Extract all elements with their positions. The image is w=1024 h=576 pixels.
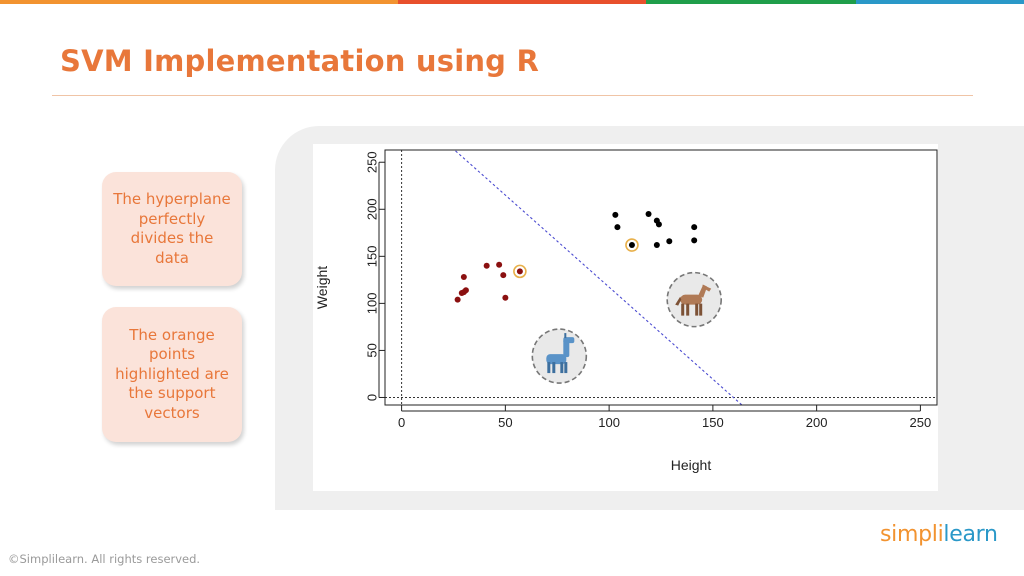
llama-icon bbox=[531, 328, 588, 384]
simplilearn-logo: simplilearn bbox=[880, 522, 998, 547]
top-bar-segment-red bbox=[398, 0, 646, 4]
y-tick-label: 50 bbox=[364, 343, 379, 357]
data-point-black bbox=[691, 224, 698, 231]
horse-tail bbox=[675, 296, 682, 306]
x-tick-label: 200 bbox=[806, 415, 828, 430]
llama-leg bbox=[552, 362, 556, 374]
llama-head bbox=[563, 337, 575, 344]
support-vector-ring bbox=[513, 264, 527, 279]
x-axis-title: Height bbox=[671, 457, 712, 473]
data-point-red bbox=[496, 261, 503, 268]
plot-frame bbox=[384, 149, 938, 406]
svm-scatter-chart: 0 50 100 150 200 250 0 50 100 150 200 250 Height Weig… bbox=[314, 149, 938, 473]
top-bar-segment-green bbox=[646, 0, 856, 4]
horse-leg bbox=[686, 303, 690, 316]
x-tick-label: 100 bbox=[598, 415, 620, 430]
data-point-black bbox=[691, 237, 698, 244]
llama-leg bbox=[564, 362, 568, 374]
y-tick-label: 250 bbox=[364, 151, 379, 173]
slide-title: SVM Implementation using R bbox=[60, 44, 539, 78]
copyright-footer: ©Simplilearn. All rights reserved. bbox=[8, 552, 201, 566]
y-tick-label: 200 bbox=[364, 198, 379, 220]
callout-hyperplane: The hyperplane perfectly divides the dat… bbox=[102, 172, 242, 286]
data-point-red bbox=[454, 296, 461, 303]
chart-card: 0 50 100 150 200 250 0 50 100 150 200 250 Height Weig… bbox=[313, 144, 938, 491]
y-tick-label: 0 bbox=[364, 394, 379, 401]
x-tick-label: 50 bbox=[498, 415, 512, 430]
callout-hyperplane-text: The hyperplane perfectly divides the dat… bbox=[113, 190, 231, 267]
title-divider bbox=[52, 95, 973, 96]
callout-support-vectors: The orange points highlighted are the su… bbox=[102, 307, 242, 442]
top-color-bar bbox=[0, 0, 1024, 4]
data-point-black bbox=[612, 211, 619, 218]
data-point-black bbox=[655, 221, 662, 228]
support-vector-ring bbox=[625, 238, 639, 252]
y-tick-label: 100 bbox=[364, 293, 379, 315]
y-tick-label: 150 bbox=[364, 245, 379, 267]
logo-text-simpli: simpli bbox=[880, 522, 944, 547]
data-point-black bbox=[645, 210, 652, 217]
llama-neck bbox=[563, 339, 570, 358]
horse-head bbox=[702, 284, 712, 292]
top-bar-segment-orange bbox=[0, 0, 398, 4]
data-point-red bbox=[483, 262, 490, 269]
data-point-red bbox=[502, 294, 509, 301]
data-point-red bbox=[516, 268, 523, 275]
horse-icon bbox=[666, 271, 723, 328]
x-tick-label: 250 bbox=[910, 415, 932, 430]
llama-body bbox=[546, 354, 567, 365]
data-point-red bbox=[460, 274, 467, 281]
top-bar-segment-blue bbox=[856, 0, 1024, 4]
llama-ear bbox=[564, 333, 567, 339]
callout-support-vectors-text: The orange points highlighted are the su… bbox=[115, 325, 229, 422]
llama-leg bbox=[560, 362, 564, 374]
data-point-black bbox=[666, 238, 673, 245]
horse-leg bbox=[695, 303, 699, 316]
logo-text-learn: learn bbox=[943, 522, 998, 547]
hyperplane-line bbox=[455, 150, 743, 405]
data-point-red bbox=[462, 287, 469, 294]
horse-leg bbox=[699, 303, 703, 316]
x-tick-label: 0 bbox=[398, 415, 405, 430]
data-point-black bbox=[614, 224, 621, 231]
y-axis-title: Weight bbox=[314, 266, 330, 309]
llama-leg bbox=[547, 362, 551, 374]
x-tick-label: 150 bbox=[702, 415, 724, 430]
data-point-black bbox=[653, 242, 660, 249]
data-point-red bbox=[500, 272, 507, 279]
horse-leg bbox=[681, 303, 685, 316]
horse-body bbox=[680, 294, 703, 305]
data-point-black bbox=[628, 242, 635, 249]
